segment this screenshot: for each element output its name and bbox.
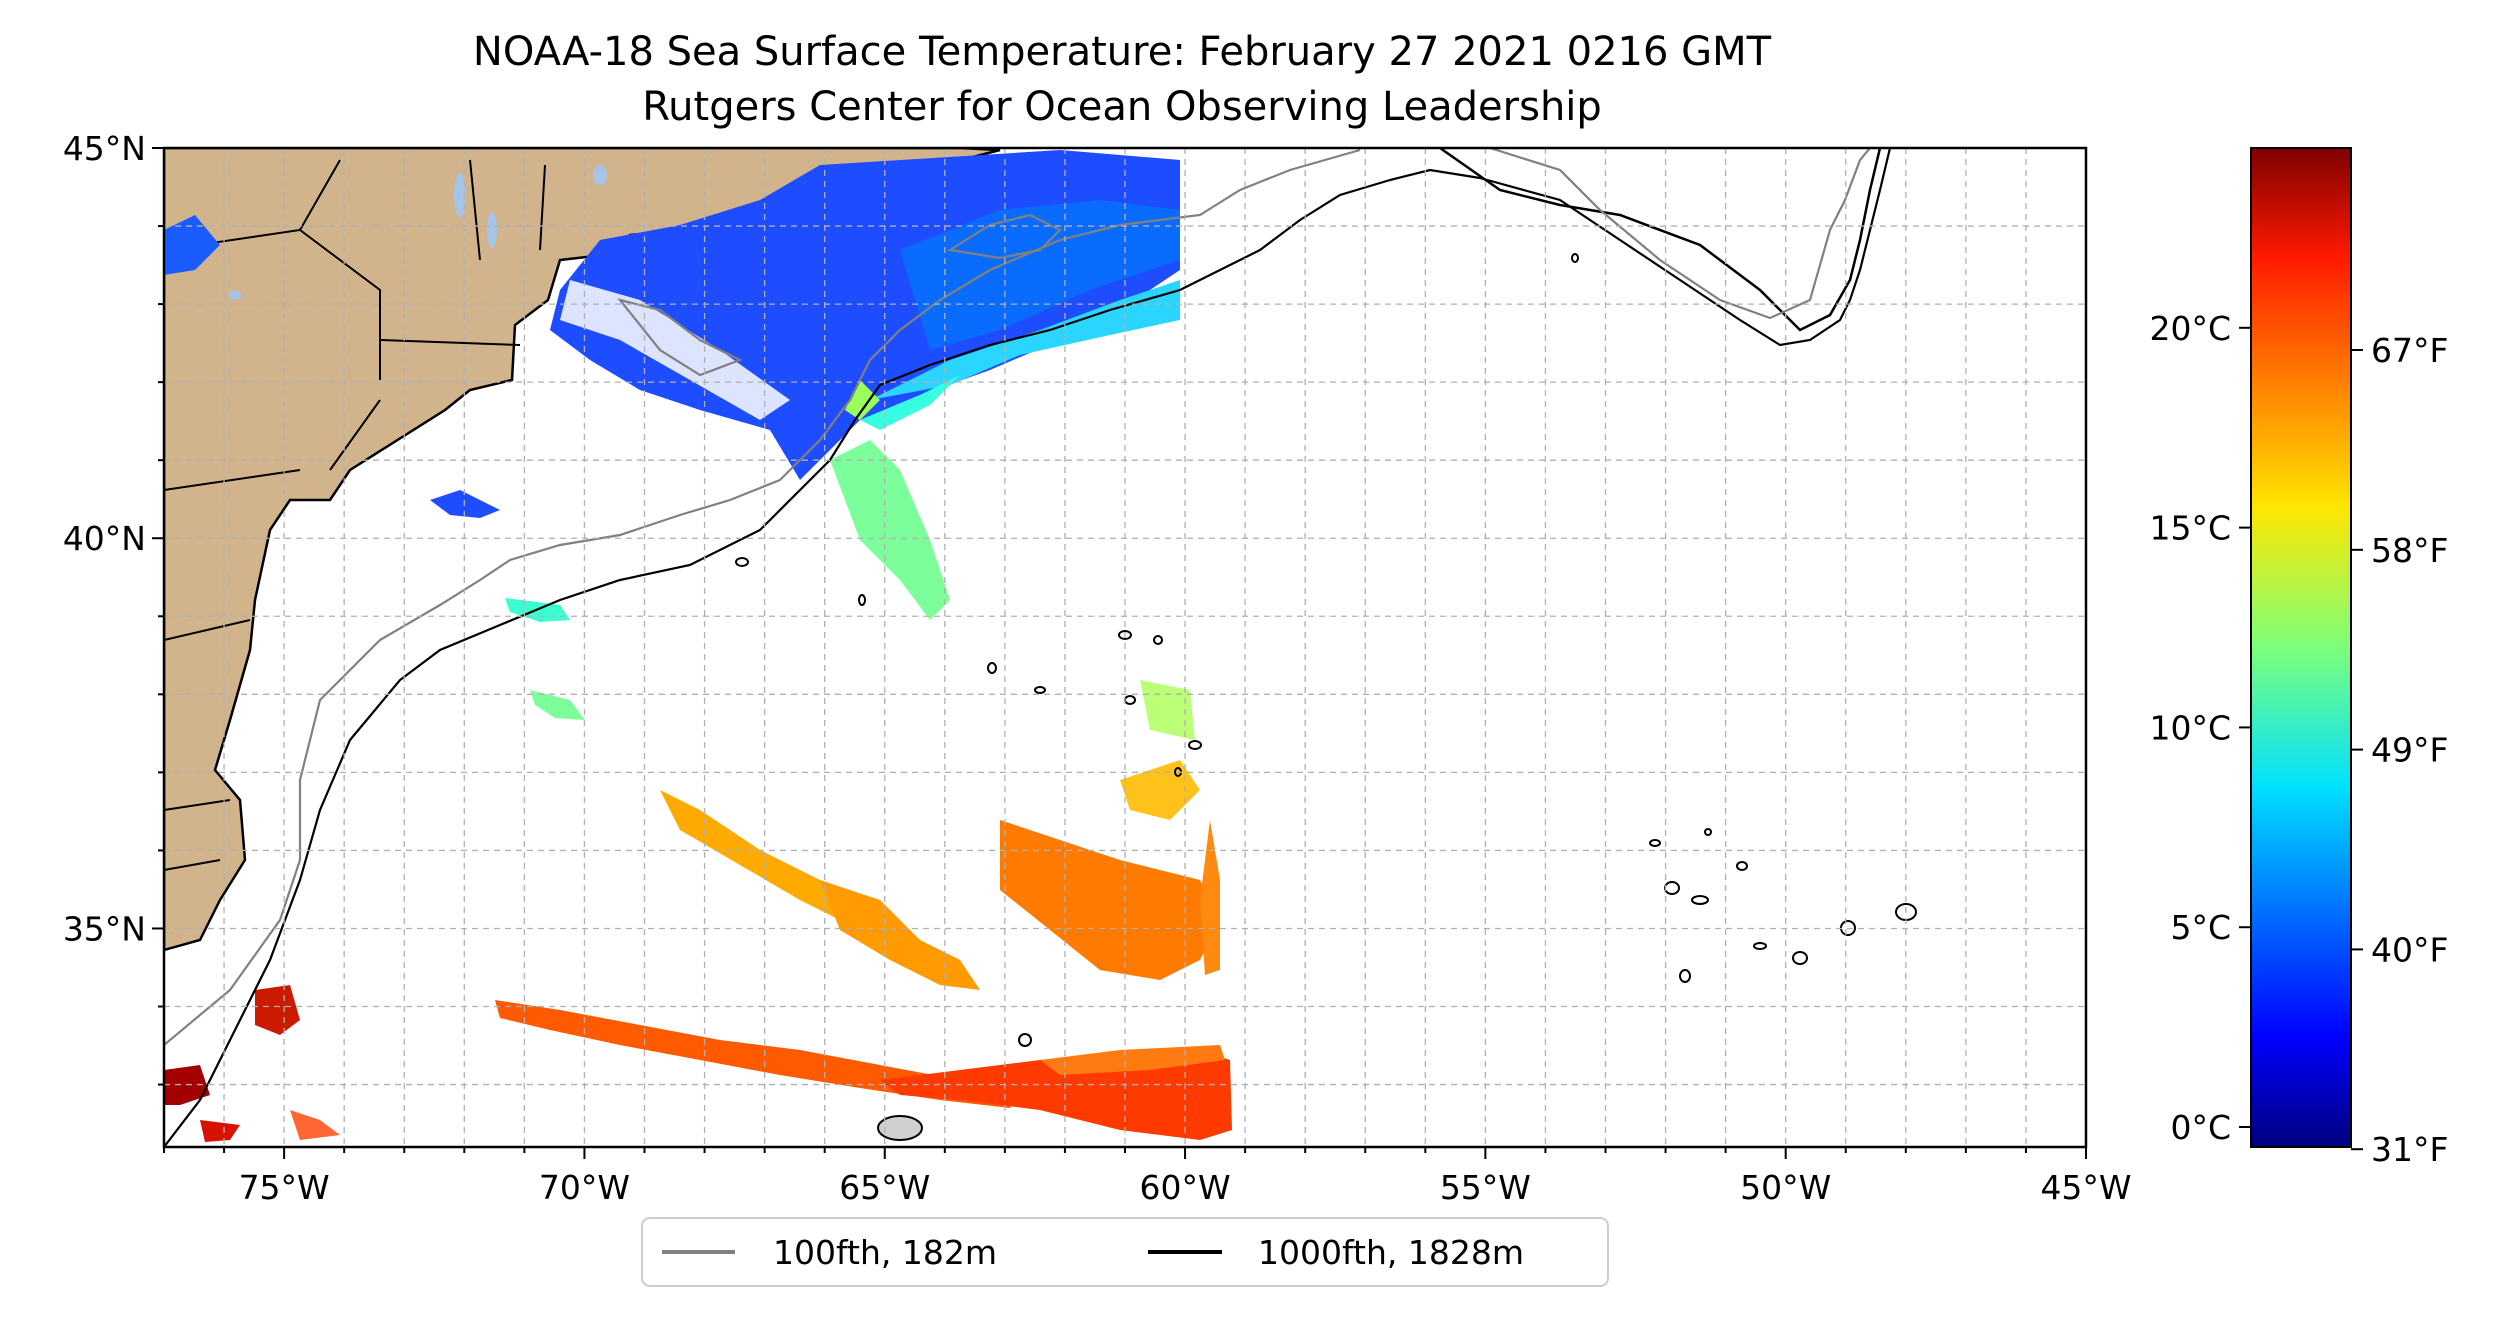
- legend-label-100fth: 100fth, 182m: [773, 1233, 997, 1272]
- colorbar-ticks: 0°C 5°C 10°C 15°C 20°C 31°F 40°F 49°F 58°F 67°F: [2149, 309, 2448, 1169]
- lon-tick-label: 60°W: [1140, 1168, 1231, 1207]
- map-panel: 75°W 70°W 65°W 60°W 55°W 50°W 45°W 45°N 40°N 35°N: [63, 129, 2132, 1207]
- axis-ticks: 75°W 70°W 65°W 60°W 55°W 50°W 45°W 45°N 40°N 35°N: [63, 129, 2132, 1207]
- fahrenheit-tick-label: 67°F: [2371, 331, 2448, 370]
- isobath-100fth: [164, 148, 1871, 1046]
- lat-tick-label: 35°N: [63, 909, 146, 948]
- sst-warm-patches: [164, 760, 1232, 1142]
- celsius-tick-label: 20°C: [2149, 309, 2231, 348]
- fahrenheit-tick-label: 31°F: [2371, 1130, 2448, 1169]
- map-legend: 100fth, 182m 1000fth, 1828m: [641, 1217, 1609, 1287]
- map-title: NOAA-18 Sea Surface Temperature: Februar…: [473, 29, 1772, 75]
- lon-tick-label: 50°W: [1740, 1168, 1831, 1207]
- lon-tick-label: 45°W: [2040, 1168, 2131, 1207]
- lon-tick-label: 55°W: [1440, 1168, 1531, 1207]
- colorbar-gradient: [2250, 147, 2352, 1148]
- celsius-tick-label: 0°C: [2170, 1108, 2231, 1147]
- celsius-tick-label: 5°C: [2170, 908, 2231, 947]
- state-borders: [164, 159, 546, 871]
- map-subtitle: Rutgers Center for Ocean Observing Leade…: [642, 84, 1602, 130]
- fahrenheit-tick-label: 49°F: [2371, 731, 2448, 770]
- legend-box: [641, 1217, 1609, 1287]
- fahrenheit-tick-label: 58°F: [2371, 531, 2448, 570]
- legend-label-1000fth: 1000fth, 1828m: [1258, 1233, 1524, 1272]
- lon-tick-label: 65°W: [839, 1168, 930, 1207]
- isobath-1000fth: [164, 148, 1892, 1147]
- lon-tick-label: 70°W: [539, 1168, 630, 1207]
- land-newfoundland: [1439, 148, 1882, 332]
- colorbar: 0°C 5°C 10°C 15°C 20°C 31°F 40°F 49°F 58°F 67°F: [2149, 147, 2448, 1169]
- celsius-tick-label: 15°C: [2149, 509, 2231, 548]
- lat-tick-label: 40°N: [63, 519, 146, 558]
- lat-tick-label: 45°N: [63, 129, 146, 168]
- fahrenheit-tick-label: 40°F: [2371, 930, 2448, 969]
- celsius-tick-label: 10°C: [2149, 708, 2231, 747]
- seamount-contours: [735, 253, 1917, 1141]
- lon-tick-label: 75°W: [239, 1168, 330, 1207]
